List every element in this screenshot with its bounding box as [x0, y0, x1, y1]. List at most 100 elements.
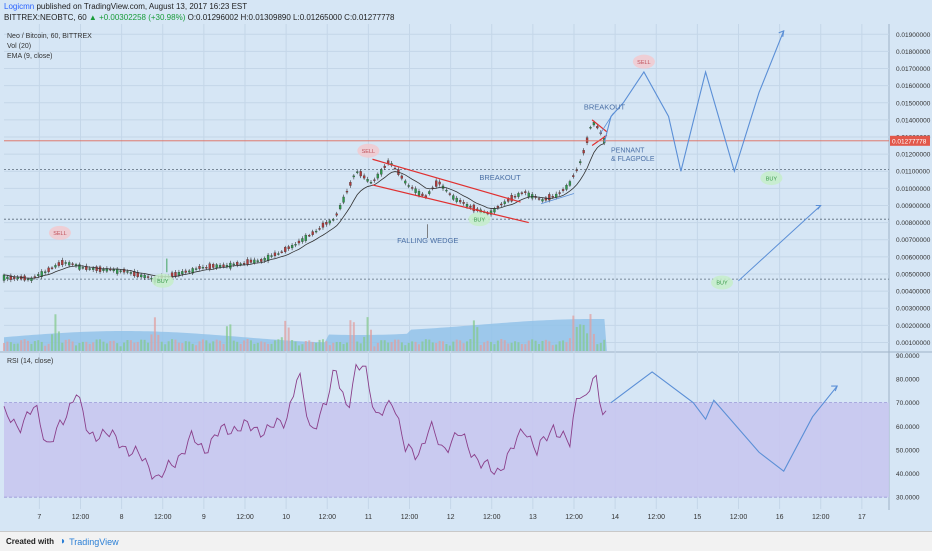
- volume-bar: [582, 324, 585, 351]
- candle: [146, 276, 150, 278]
- candle: [582, 150, 585, 154]
- volume-bar: [188, 341, 191, 351]
- created-with-label: Created with: [6, 537, 55, 546]
- volume-bar: [558, 341, 561, 351]
- volume-bar: [71, 341, 74, 351]
- volume-bar: [68, 339, 71, 351]
- candle: [410, 187, 414, 189]
- tradingview-brand-label[interactable]: TradingView: [69, 536, 119, 547]
- volume-bar: [40, 341, 43, 351]
- footer: Created with ◗ TradingView: [0, 531, 932, 551]
- volume-bar: [232, 340, 235, 351]
- y-tick-label: 0.00300000: [896, 306, 931, 313]
- volume-bar: [397, 339, 400, 351]
- volume-bar: [520, 344, 523, 351]
- candle: [246, 259, 249, 265]
- volume-bar: [23, 339, 26, 351]
- candle: [198, 266, 201, 269]
- volume-bar: [366, 317, 369, 351]
- candle: [345, 190, 349, 193]
- volume-bar: [476, 327, 479, 351]
- candle: [513, 195, 517, 198]
- volume-bar: [603, 339, 606, 351]
- volume-bar: [596, 344, 599, 351]
- sell-signal-1-badge: [48, 225, 71, 240]
- volume-bar: [219, 340, 222, 351]
- candle: [308, 235, 311, 237]
- breakout-label-1: BREAKOUT: [584, 103, 626, 112]
- publication-header: Logicmn published on TradingView.com, Au…: [4, 2, 928, 13]
- volume-bar: [78, 342, 81, 351]
- volume-bar: [572, 315, 575, 351]
- candle: [366, 179, 369, 182]
- volume-bar: [555, 344, 558, 351]
- candle: [50, 267, 54, 269]
- y-tick-label: 0.01600000: [896, 83, 931, 90]
- candle: [26, 278, 30, 281]
- x-tick-label: 14: [611, 514, 619, 521]
- candle: [229, 262, 232, 269]
- candle: [284, 247, 287, 252]
- volume-bar: [414, 341, 417, 351]
- volume-bar: [294, 341, 297, 351]
- candle: [489, 210, 493, 215]
- candle: [596, 126, 599, 129]
- x-tick-label: 12:00: [154, 514, 172, 521]
- volume-bar: [369, 329, 372, 351]
- buy-signal-2-badge: [468, 212, 491, 227]
- chart-canvas[interactable]: 7 12:00 8 12:00 9 12:00 10 12:00 11 12:00 12 12:00 1…: [0, 24, 932, 531]
- candle: [435, 180, 438, 187]
- volume-bar: [325, 341, 328, 351]
- projection-arrow-head: [778, 29, 785, 37]
- volume-bar: [167, 341, 170, 351]
- volume-bar: [562, 340, 565, 351]
- candle: [301, 238, 304, 242]
- candle: [325, 221, 328, 225]
- volume-bar: [568, 338, 571, 351]
- volume-bar: [95, 339, 98, 351]
- y-tick-label: 0.00600000: [896, 254, 931, 261]
- candle: [277, 253, 280, 255]
- candle: [558, 192, 561, 194]
- volume-bar: [407, 342, 410, 351]
- volume-bar: [383, 340, 386, 351]
- candle: [212, 264, 215, 268]
- volume-bar: [13, 343, 16, 351]
- author-link[interactable]: Logicmn: [4, 2, 35, 11]
- candle: [376, 173, 379, 179]
- x-tick-label: 12:00: [236, 514, 254, 521]
- y-tick-label: 0.00900000: [896, 203, 931, 210]
- volume-bar: [129, 340, 132, 351]
- breakout-arrow-1: [540, 193, 575, 205]
- volume-bar: [524, 344, 527, 351]
- volume-bar: [297, 345, 300, 351]
- buy-signal-2: BUY: [474, 217, 486, 223]
- x-tick-label: 13: [529, 514, 537, 521]
- buy-signal-3-badge: [760, 171, 783, 186]
- y-tick-label: 0.01700000: [896, 66, 931, 73]
- candle: [64, 262, 67, 264]
- volume-bar: [496, 340, 499, 351]
- volume-bar: [225, 326, 228, 351]
- volume-bar: [579, 324, 582, 351]
- volume-bar: [311, 342, 314, 351]
- candle: [270, 255, 273, 257]
- tradingview-logo-icon[interactable]: ◗: [60, 536, 67, 547]
- y-tick-label: 0.01000000: [896, 186, 931, 193]
- x-tick-label: 12:00: [647, 514, 665, 521]
- volume-bar: [448, 345, 451, 351]
- candle: [129, 272, 133, 274]
- volume-bar: [123, 342, 126, 351]
- volume-bar: [284, 320, 287, 351]
- volume-bar: [345, 342, 348, 351]
- buy-signal-1-badge: [151, 273, 174, 288]
- candle: [242, 263, 246, 265]
- volume-bar: [253, 343, 256, 351]
- candle: [551, 196, 554, 198]
- x-tick-label: 12:00: [318, 514, 336, 521]
- candle: [290, 245, 294, 249]
- volume-bar: [277, 339, 280, 351]
- volume-bar: [493, 344, 496, 351]
- candle: [133, 271, 136, 277]
- sell-signal-2-badge: [357, 143, 380, 158]
